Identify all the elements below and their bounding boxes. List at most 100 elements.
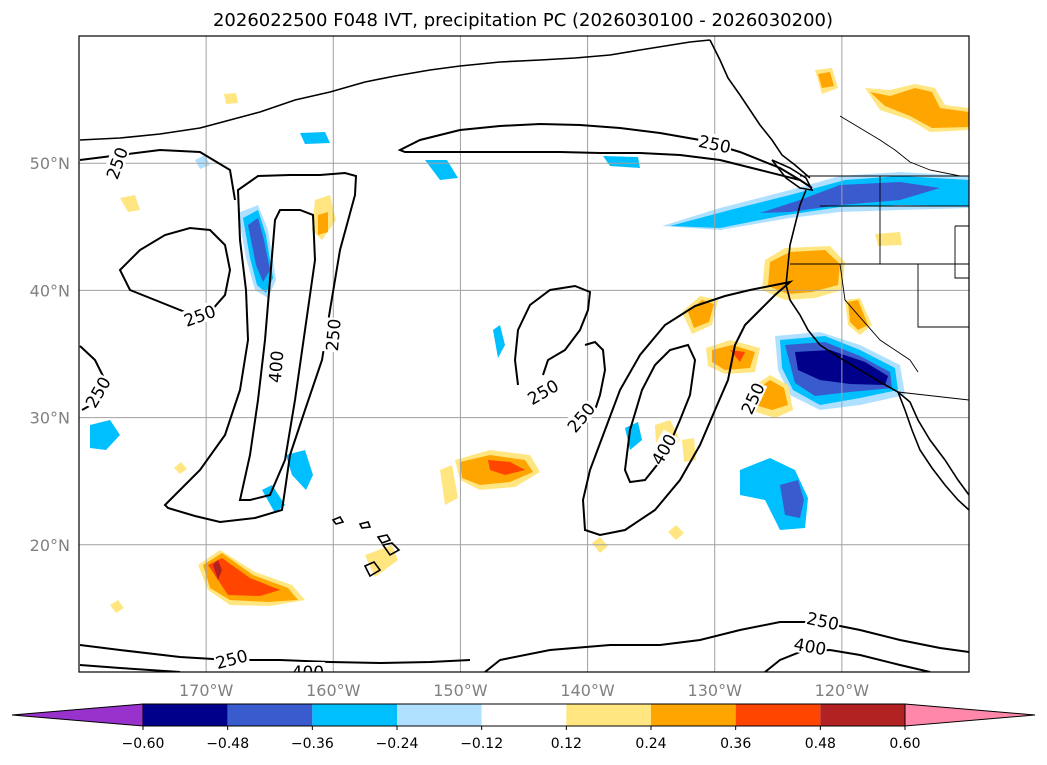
- ivt-contour-400: [623, 343, 697, 484]
- precip-region-positive: [875, 232, 902, 246]
- ivt-contour-250: [581, 280, 794, 537]
- precip-region-negative: [760, 182, 940, 213]
- colorbar-tick-label: −0.24: [376, 736, 419, 752]
- precip-region-positive: [208, 558, 280, 596]
- coastline-baja: [897, 391, 969, 511]
- colorbar: −0.60 −0.48 −0.36 −0.24 −0.12 0.12 0.24 0.36 0.4…: [11, 703, 1036, 752]
- colorbar-bin: [566, 704, 651, 726]
- colorbar-tick-label: −0.60: [122, 736, 165, 752]
- lon-tick-label: 130°W: [688, 681, 743, 700]
- precip-region-positive: [682, 438, 696, 462]
- contour-label-text: 250: [323, 318, 346, 352]
- colorbar-tick-label: −0.36: [291, 736, 334, 752]
- contour-label-bg: [523, 374, 562, 408]
- colorbar-tick-label: 0.48: [805, 736, 836, 752]
- lon-tick-label: 160°W: [306, 681, 361, 700]
- colorbar-outline: [142, 703, 906, 727]
- border-state: [917, 264, 969, 328]
- contour-label-bg: [736, 378, 768, 418]
- contour-label-bg: [80, 372, 114, 411]
- contour-label-bg: [264, 348, 286, 385]
- coastline-hawaii-big: [363, 561, 382, 578]
- contour-label: 250: [321, 317, 346, 353]
- precip-region-negative: [603, 156, 640, 168]
- colorbar-tick-label: 0.12: [551, 736, 582, 752]
- colorbar-bin: [735, 704, 821, 726]
- contour-label: 400: [264, 348, 288, 385]
- contour-label-bg: [804, 607, 842, 633]
- precip-region-negative: [300, 132, 330, 144]
- lat-tick-label: 50°N: [30, 154, 70, 173]
- colorbar-tick-label: 0.24: [635, 736, 666, 752]
- contour-label-bg: [212, 645, 251, 672]
- precip-region-negative: [425, 160, 458, 180]
- precip-region-negative: [286, 450, 313, 490]
- border-state: [839, 263, 919, 373]
- ivt-contour-250: [118, 226, 232, 313]
- precip-region-negative: [262, 485, 285, 513]
- coastline-hawaii: [331, 515, 401, 557]
- precip-region-positive: [224, 93, 238, 104]
- precip-region-positive: [120, 195, 140, 212]
- lat-tick-label: 20°N: [30, 536, 70, 555]
- border-us-mexico: [897, 391, 969, 401]
- coastline-vancouver-island: [771, 159, 814, 192]
- ivt-contour-250: [79, 644, 471, 665]
- contour-label: 400: [290, 662, 325, 683]
- colorbar-bin: [397, 704, 482, 726]
- graticule: [79, 36, 969, 672]
- colorbar-bin: [820, 704, 905, 726]
- precip-region-positive: [174, 462, 187, 474]
- ivt-contour-250: [584, 340, 607, 411]
- precip-region-negative: [90, 420, 120, 450]
- colorbar-extend-max: [904, 703, 1036, 727]
- colorbar-bin: [143, 704, 228, 726]
- colorbar-tick-label: −0.48: [206, 736, 249, 752]
- precip-region-positive: [440, 465, 458, 505]
- precip-fill-layer: [90, 68, 969, 613]
- precip-region-positive: [318, 212, 328, 235]
- ivt-contour-400: [238, 209, 317, 501]
- longitude-labels: 170°W 160°W 150°W 140°W 130°W 120°W: [179, 681, 869, 700]
- contour-label-bg: [180, 300, 219, 330]
- precip-region-positive: [668, 525, 684, 540]
- lon-tick-label: 140°W: [560, 681, 615, 700]
- coastline-southeast-alaska: [709, 39, 811, 179]
- map-frame: [78, 35, 970, 673]
- lon-tick-label: 170°W: [179, 681, 234, 700]
- ivt-contour-250: [513, 284, 592, 386]
- colorbar-bin: [312, 704, 397, 726]
- precip-region-negative: [493, 325, 505, 358]
- contour-label-bg: [101, 143, 131, 182]
- latitude-labels: 50°N 40°N 30°N 20°N: [30, 154, 70, 555]
- precip-region-positive: [818, 72, 834, 88]
- colorbar-tick-label: 0.60: [889, 736, 920, 752]
- contour-label-bg: [646, 429, 680, 469]
- colorbar-tick-label: 0.36: [720, 736, 751, 752]
- contour-label-bg: [696, 130, 734, 156]
- figure-title: 2026022500 F048 IVT, precipitation PC (2…: [213, 10, 833, 31]
- border-state: [839, 115, 961, 177]
- ivt-contour-250: [484, 621, 969, 672]
- precip-region-positive: [213, 560, 222, 580]
- ivt-contour-400: [79, 664, 181, 672]
- precip-region-negative: [780, 480, 804, 518]
- contour-label-text: 400: [292, 663, 324, 683]
- precip-region-positive: [488, 460, 525, 475]
- coastline-us-west: [785, 189, 969, 496]
- border-state: [954, 225, 969, 279]
- colorbar-extend-min: [11, 703, 144, 727]
- lat-tick-label: 40°N: [30, 281, 70, 300]
- colorbar-bin: [481, 704, 567, 726]
- political-borders: [790, 115, 969, 401]
- coastlines: [79, 39, 969, 578]
- lon-tick-label: 150°W: [433, 681, 488, 700]
- colorbar-tick-label: −0.12: [460, 736, 503, 752]
- precip-region-positive: [870, 88, 969, 128]
- lat-tick-label: 30°N: [30, 409, 70, 428]
- ivt-contour-400: [764, 648, 931, 672]
- contour-label-bg: [290, 662, 325, 672]
- precip-region-negative: [248, 218, 270, 282]
- ivt-contour-250: [397, 122, 813, 189]
